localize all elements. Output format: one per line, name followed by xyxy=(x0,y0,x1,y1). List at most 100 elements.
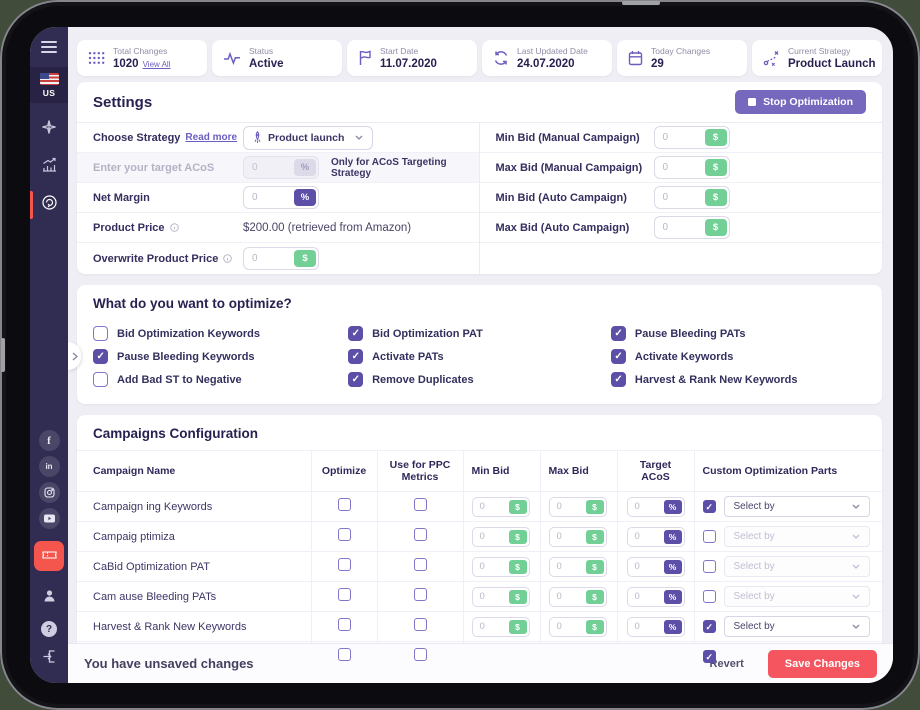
target-acos-input[interactable]: 0% xyxy=(626,616,685,637)
optimize-option[interactable]: Add Bad ST to Negative xyxy=(93,372,348,387)
logout-icon xyxy=(42,650,57,668)
min-bid-input[interactable]: 0$ xyxy=(471,616,530,637)
sidebar-item-automation[interactable] xyxy=(30,191,68,219)
optimize-option[interactable]: Bid Optimization PAT xyxy=(348,326,611,341)
max-bid-input[interactable]: 0$ xyxy=(548,616,607,637)
max-bid-input[interactable]: 0$ xyxy=(548,526,607,547)
settings-row-max-bid-manual: Max Bid (Manual Campaign) 0 $ xyxy=(479,153,882,183)
ppc-metrics-checkbox[interactable] xyxy=(413,587,427,601)
youtube-icon[interactable] xyxy=(38,508,60,529)
checkbox[interactable] xyxy=(93,372,108,387)
facebook-icon[interactable]: f xyxy=(38,430,60,451)
optimize-checkbox[interactable] xyxy=(337,617,351,631)
optimize-option[interactable]: Activate Keywords xyxy=(610,349,866,364)
unsaved-changes-message: You have unsaved changes xyxy=(84,656,254,671)
checkbox[interactable] xyxy=(610,372,626,387)
optimize-checkbox[interactable] xyxy=(337,497,351,511)
checkbox[interactable] xyxy=(348,372,364,387)
stop-optimization-button[interactable]: Stop Optimization xyxy=(735,90,866,114)
min-bid-input[interactable]: 0$ xyxy=(471,556,530,577)
ppc-metrics-checkbox[interactable] xyxy=(413,557,427,571)
custom-parts-select[interactable]: Select by xyxy=(723,556,870,577)
max-bid-manual-input[interactable]: 0 $ xyxy=(653,156,730,179)
target-acos-input[interactable]: 0% xyxy=(626,556,685,577)
info-icon xyxy=(169,223,179,232)
target-acos-input[interactable]: 0 % xyxy=(243,156,319,179)
user-icon xyxy=(41,590,58,608)
optimize-checkbox[interactable] xyxy=(337,647,351,661)
menu-button[interactable] xyxy=(41,41,57,53)
checkbox[interactable] xyxy=(93,326,108,341)
target-acos-input[interactable]: 0% xyxy=(626,586,685,607)
settings-row-target-acos: Enter your target ACoS 0 % Only for ACoS… xyxy=(77,153,479,183)
optimize-option[interactable]: Remove Duplicates xyxy=(348,372,611,387)
sidebar-item-analytics[interactable] xyxy=(30,155,68,179)
chart-growth-icon xyxy=(41,157,58,178)
min-bid-input[interactable]: 0$ xyxy=(471,586,530,607)
grid-dots-icon xyxy=(88,51,105,65)
optimize-option[interactable]: Activate PATs xyxy=(348,349,611,364)
unsaved-changes-bar: You have unsaved changes Revert Save Cha… xyxy=(68,643,893,683)
country-selector[interactable]: US xyxy=(30,67,68,103)
target-acos-input[interactable]: 0% xyxy=(626,526,685,547)
min-bid-auto-input[interactable]: 0 $ xyxy=(653,186,730,209)
min-bid-input[interactable]: 0$ xyxy=(471,496,530,517)
custom-parts-checkbox[interactable] xyxy=(702,620,716,633)
settings-row-overwrite-price: Overwrite Product Price 0 $ xyxy=(77,243,479,274)
custom-parts-checkbox[interactable] xyxy=(702,560,716,573)
settings-row-max-bid-auto: Max Bid (Auto Campaign) 0 $ xyxy=(479,213,882,243)
min-bid-input[interactable]: 0$ xyxy=(471,526,530,547)
max-bid-manual-label: Max Bid (Manual Campaign) xyxy=(495,161,643,174)
campaigns-card: Campaigns Configuration Campaign Name Op… xyxy=(77,415,882,674)
custom-parts-select[interactable]: Select by xyxy=(723,526,870,547)
checkbox[interactable] xyxy=(610,349,626,364)
max-bid-input[interactable]: 0$ xyxy=(548,586,607,607)
logout-button[interactable] xyxy=(42,649,57,669)
save-changes-button[interactable]: Save Changes xyxy=(767,649,877,678)
view-all-link[interactable]: View All xyxy=(142,60,171,69)
ppc-metrics-checkbox[interactable] xyxy=(413,497,427,511)
revert-button[interactable]: Revert xyxy=(709,657,744,670)
brand-button[interactable] xyxy=(34,541,64,571)
custom-parts-select[interactable]: Select by xyxy=(723,496,870,517)
checkbox[interactable] xyxy=(348,349,364,364)
instagram-icon[interactable] xyxy=(38,482,60,503)
max-bid-auto-input[interactable]: 0 $ xyxy=(653,216,730,239)
optimize-checkbox[interactable] xyxy=(337,587,351,601)
ppc-metrics-checkbox[interactable] xyxy=(413,617,427,631)
custom-parts-checkbox[interactable] xyxy=(702,590,716,603)
sidebar-item-optimization[interactable] xyxy=(30,117,68,141)
strategy-select[interactable]: Product launch xyxy=(243,125,373,150)
checkbox[interactable] xyxy=(610,326,626,341)
custom-parts-select[interactable]: Select by xyxy=(723,586,870,607)
overwrite-price-input[interactable]: 0 $ xyxy=(243,247,319,270)
activity-icon xyxy=(223,51,241,65)
optimize-option[interactable]: Harvest & Rank New Keywords xyxy=(610,372,866,387)
custom-parts-checkbox[interactable] xyxy=(702,500,716,513)
max-bid-input[interactable]: 0$ xyxy=(548,556,607,577)
help-button[interactable]: ? xyxy=(41,621,57,637)
optimize-option[interactable]: Pause Bleeding Keywords xyxy=(93,349,348,364)
sidebar-expand-button[interactable] xyxy=(68,342,81,370)
checkbox[interactable] xyxy=(93,349,108,364)
optimize-option[interactable]: Pause Bleeding PATs xyxy=(610,326,866,341)
net-margin-input[interactable]: 0 % xyxy=(243,186,319,209)
min-bid-manual-input[interactable]: 0 $ xyxy=(653,126,730,149)
target-acos-input[interactable]: 0% xyxy=(626,496,685,517)
country-code-label: US xyxy=(42,88,56,98)
ppc-metrics-checkbox[interactable] xyxy=(413,527,427,541)
product-price-label: Product Price xyxy=(93,221,165,234)
account-button[interactable] xyxy=(41,587,58,609)
custom-parts-checkbox[interactable] xyxy=(702,530,716,543)
table-row: Harvest & Rank New Keywords 0$ 0$ 0% Sel… xyxy=(77,611,882,642)
read-more-link[interactable]: Read more xyxy=(185,132,238,143)
max-bid-input[interactable]: 0$ xyxy=(548,496,607,517)
optimize-option[interactable]: Bid Optimization Keywords xyxy=(93,326,348,341)
custom-parts-checkbox[interactable] xyxy=(702,650,716,663)
checkbox[interactable] xyxy=(348,326,364,341)
linkedin-icon[interactable]: in xyxy=(38,456,60,477)
ppc-metrics-checkbox[interactable] xyxy=(413,647,427,661)
custom-parts-select[interactable]: Select by xyxy=(723,616,870,637)
optimize-checkbox[interactable] xyxy=(337,527,351,541)
optimize-checkbox[interactable] xyxy=(337,557,351,571)
